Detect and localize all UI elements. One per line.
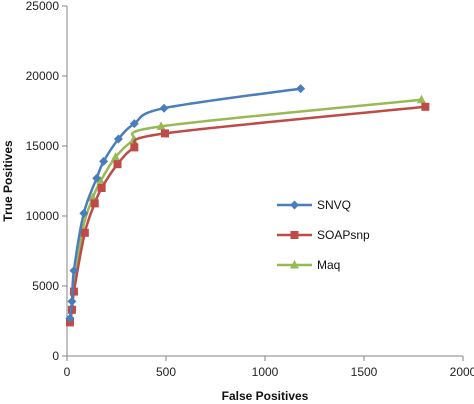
x-tick-label: 1000 [252,365,279,379]
y-tick-label: 0 [52,349,59,363]
y-tick-label: 25000 [26,0,60,13]
data-point [111,152,121,161]
series-line [68,105,426,323]
legend-item-snvq: SNVQ [277,198,351,212]
data-point [290,260,299,269]
x-tick-label: 1500 [351,365,378,379]
data-point [113,134,123,144]
data-point [156,121,166,130]
data-point [65,313,75,323]
series-maq [65,94,426,324]
axes [62,5,464,361]
legend-label: SOAPsnp [317,228,370,242]
data-point [92,173,102,183]
series-line [68,87,301,319]
data-point [159,103,169,113]
data-point [421,102,430,111]
data-point [97,184,106,192]
data-point [161,129,170,138]
legend-item-soapsnp: SOAPsnp [277,228,370,242]
tick-labels: 0 5000 10000 15000 20000 25000 0 500 1000 1500 200… [26,0,474,379]
data-point [79,208,89,218]
legend-label: Maq [317,258,340,272]
data-point [69,266,79,276]
data-point [416,94,426,104]
x-tick-label: 2000 [450,365,474,379]
legend: SNVQ SOAPsnp Maq [277,198,370,272]
data-point [96,176,106,185]
x-axis-title: False Positives [222,389,309,403]
data-point [113,160,122,169]
data-point [99,156,109,166]
series-snvq [65,84,306,323]
data-point [129,119,139,129]
data-point [130,143,139,152]
data-point [67,296,77,306]
data-point [80,228,89,237]
data-point [69,287,78,296]
x-tick-label: 0 [64,365,71,379]
y-tick-label: 20000 [26,69,60,83]
data-point [290,231,299,239]
data-point [90,199,99,208]
series-layer [65,84,430,327]
y-tick-label: 10000 [26,209,60,223]
x-tick-label: 500 [156,365,176,379]
legend-item-maq: Maq [277,258,340,272]
y-axis-title: True Positives [1,140,15,222]
legend-label: SNVQ [317,198,351,212]
data-point [296,84,306,94]
y-tick-label: 5000 [32,279,59,293]
y-tick-label: 15000 [26,139,60,153]
data-point [290,200,299,210]
